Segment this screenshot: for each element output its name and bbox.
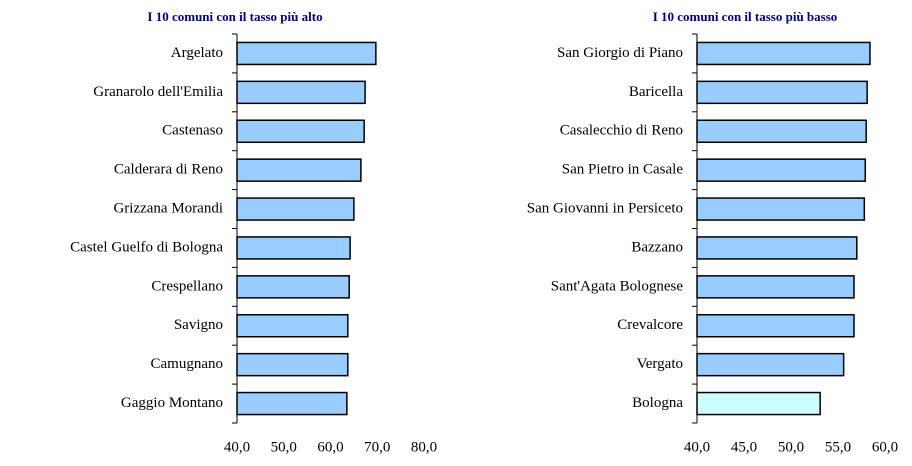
bar bbox=[696, 80, 868, 105]
y-tick-label: Savigno bbox=[174, 317, 223, 333]
bar bbox=[696, 41, 871, 66]
x-tick-label: 50,0 bbox=[778, 439, 804, 455]
chart-title: I 10 comuni con il tasso più basso bbox=[653, 9, 838, 24]
bar bbox=[696, 158, 867, 182]
bar bbox=[696, 236, 858, 260]
bar bbox=[696, 197, 866, 221]
y-tick-label: San Pietro in Casale bbox=[562, 162, 684, 178]
bar bbox=[696, 352, 845, 377]
y-tick-label: Baricella bbox=[629, 84, 683, 100]
y-tick-label: Camugnano bbox=[151, 356, 224, 372]
y-tick-label: Castenaso bbox=[162, 123, 223, 139]
y-tick-label: Gaggio Montano bbox=[121, 395, 223, 411]
y-tick-label: Sant'Agata Bolognese bbox=[551, 278, 684, 294]
y-tick-label: Bologna bbox=[632, 395, 683, 411]
bar bbox=[236, 236, 351, 260]
bar bbox=[696, 391, 821, 416]
y-tick-label: Vergato bbox=[637, 356, 683, 372]
x-tick-label: 60,0 bbox=[872, 439, 898, 455]
y-tick-label: Casalecchio di Reno bbox=[560, 123, 683, 139]
bar bbox=[236, 158, 362, 182]
x-tick-label: 80,0 bbox=[411, 439, 437, 455]
bar bbox=[236, 352, 349, 377]
x-tick-label: 70,0 bbox=[364, 439, 390, 455]
x-tick-label: 60,0 bbox=[317, 439, 343, 455]
bar bbox=[696, 275, 855, 299]
bar bbox=[236, 41, 377, 66]
y-tick-label: San Giorgio di Piano bbox=[557, 45, 683, 61]
bar bbox=[696, 119, 867, 143]
y-tick-label: Grizzana Morandi bbox=[113, 200, 223, 216]
y-tick-label: Crevalcore bbox=[617, 317, 683, 333]
y-tick-label: San Giovanni in Persiceto bbox=[527, 200, 683, 216]
y-tick-label: Granarolo dell'Emilia bbox=[93, 84, 223, 100]
x-tick-label: 45,0 bbox=[731, 439, 757, 455]
x-tick-label: 50,0 bbox=[271, 439, 297, 455]
bar bbox=[236, 119, 365, 143]
bar bbox=[236, 80, 366, 105]
x-tick-label: 40,0 bbox=[224, 439, 250, 455]
chart-title: I 10 comuni con il tasso più alto bbox=[147, 9, 322, 24]
bar bbox=[236, 314, 349, 338]
y-tick-label: Castel Guelfo di Bologna bbox=[70, 239, 223, 255]
x-tick-label: 40,0 bbox=[684, 439, 710, 455]
bar bbox=[236, 197, 355, 221]
bar bbox=[236, 275, 350, 299]
y-tick-label: Bazzano bbox=[631, 239, 683, 255]
y-tick-label: Calderara di Reno bbox=[114, 162, 223, 178]
bar bbox=[696, 314, 855, 338]
bar bbox=[236, 391, 348, 416]
y-tick-label: Crespellano bbox=[151, 278, 223, 294]
x-tick-label: 55,0 bbox=[825, 439, 851, 455]
y-tick-label: Argelato bbox=[171, 45, 223, 61]
